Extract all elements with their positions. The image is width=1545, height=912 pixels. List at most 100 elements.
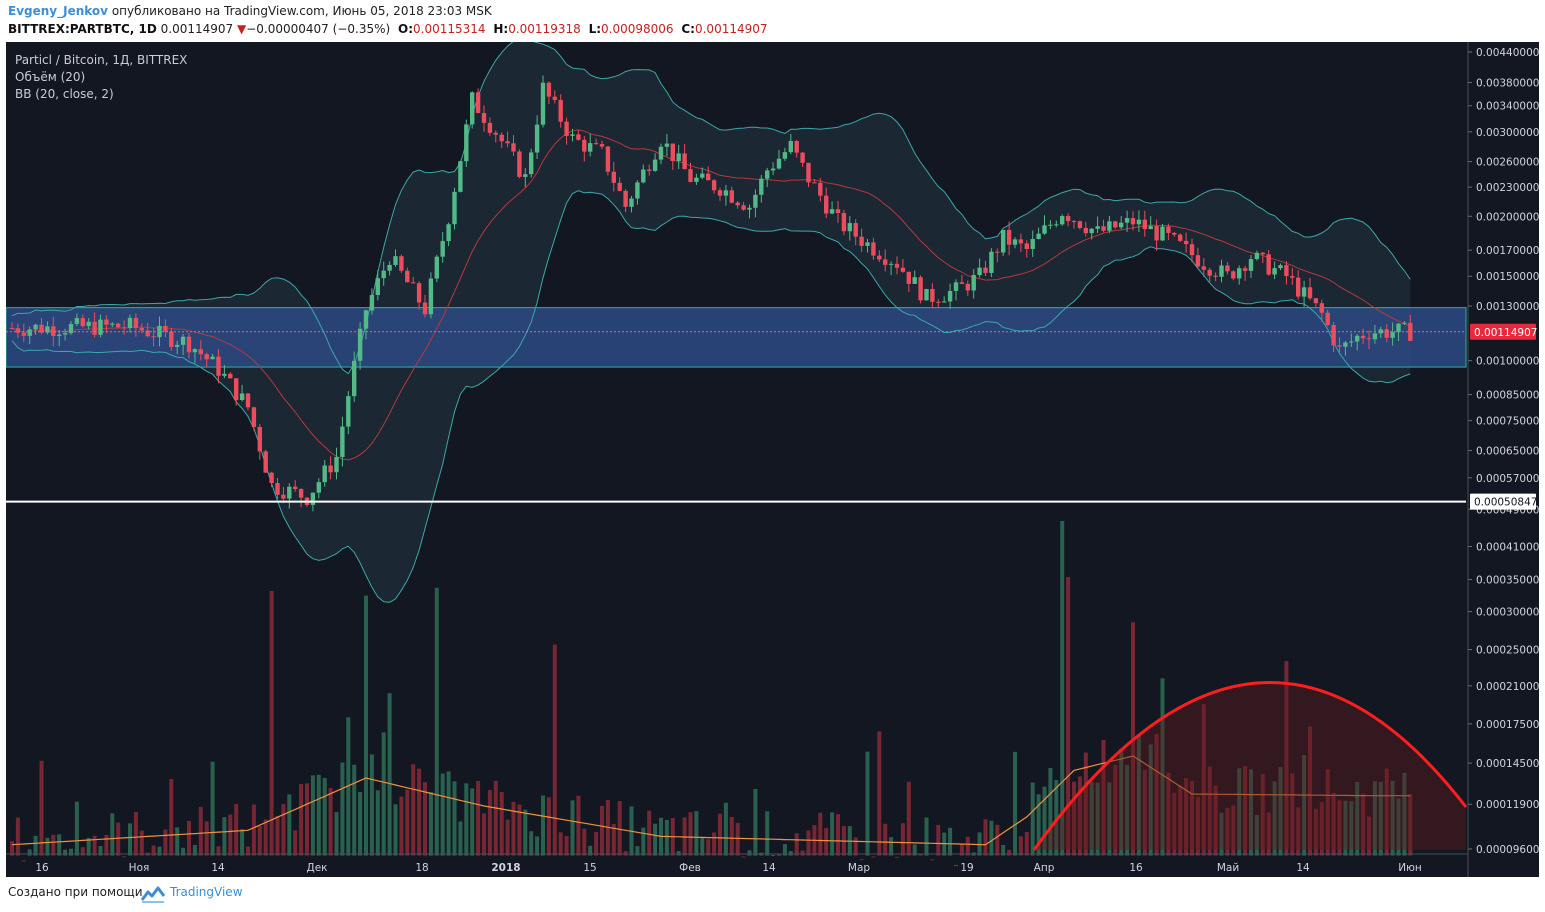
volume-bar (316, 774, 321, 856)
volume-ma-line (11, 755, 1411, 846)
tradingview-link[interactable]: TradingView (170, 885, 243, 899)
candle-body (175, 344, 180, 347)
volume-bar (251, 804, 256, 856)
candle-body (104, 319, 109, 325)
support-zone (6, 307, 1467, 368)
candle-body (1231, 271, 1236, 279)
volume-bar (1225, 807, 1230, 856)
candle-body (735, 202, 740, 206)
y-tick-label: 0.00200000 (1476, 211, 1539, 223)
candle-body (1042, 225, 1047, 234)
volume-bar (358, 791, 363, 856)
candle-body (180, 336, 186, 345)
candle-body (782, 152, 788, 159)
candle-body (239, 393, 245, 401)
volume-bar (529, 831, 534, 856)
candle-body (770, 168, 776, 171)
candle-body (847, 223, 852, 232)
candle-body (257, 426, 262, 452)
candle-body (700, 173, 705, 178)
candle-body (298, 489, 304, 498)
volume-bar (411, 764, 416, 856)
volume-bar (287, 794, 292, 856)
candle-body (971, 275, 976, 291)
volume-bar (1030, 782, 1035, 856)
volume-bar (635, 846, 640, 856)
volume-bar (45, 837, 50, 856)
candle-body (481, 112, 487, 123)
candle-body (1018, 239, 1024, 244)
volume-bar (69, 848, 73, 856)
candle-body (316, 482, 321, 493)
volume-bar (210, 761, 215, 856)
volume-bar (983, 819, 988, 856)
candle-body (440, 241, 445, 257)
volume-bar (741, 856, 746, 858)
volume-bar (192, 844, 197, 856)
candle-body (116, 323, 121, 328)
y-tick-label: 0.00260000 (1476, 157, 1539, 169)
chart-header: Evgeny_Jenkov опубликовано на TradingVie… (0, 0, 1545, 42)
candle-body (788, 140, 793, 153)
candle-body (723, 190, 729, 196)
candle-body (434, 256, 439, 279)
volume-bar (1361, 793, 1366, 856)
volume-bar (688, 812, 693, 856)
candle-body (74, 318, 80, 324)
volume-bar (1408, 794, 1413, 856)
candle-body (228, 373, 233, 379)
candle-body (1006, 229, 1012, 245)
author-link[interactable]: Evgeny_Jenkov (8, 4, 108, 18)
volume-bar (1060, 520, 1065, 856)
current-price-badge: 0.00114907 (1474, 327, 1537, 339)
x-tick-label: 16 (35, 862, 49, 874)
candle-body (1390, 332, 1395, 338)
chart-panel[interactable]: 0.00440000 0.00380000 0.00340000 0.00300000… (6, 42, 1539, 877)
candle-body (564, 121, 569, 136)
volume-bar (322, 777, 327, 856)
candle-body (505, 141, 510, 144)
candle-body (947, 290, 953, 302)
volume-bar (275, 815, 280, 856)
y-tick-label: 0.00017500 (1476, 719, 1539, 731)
volume-bar (452, 781, 457, 856)
volume-bar (723, 802, 728, 856)
volume-bar (647, 810, 652, 856)
x-tick-label: 16 (1129, 862, 1143, 874)
published-text: опубликовано на TradingView.com, Июнь 05… (111, 4, 492, 18)
candle-body (1012, 239, 1018, 245)
candle-body (1360, 335, 1366, 339)
volume-bar (104, 834, 109, 856)
y-tick-label: 0.00041000 (1476, 541, 1539, 553)
candle-body (1071, 221, 1077, 223)
volume-bar (1219, 812, 1224, 856)
volume-bar (1154, 733, 1159, 856)
candle-body (540, 82, 546, 125)
volume-bar (930, 859, 935, 861)
y-tick-label: 0.00035000 (1476, 574, 1539, 586)
volume-bar (257, 826, 262, 856)
low-value: 0.00098006 (601, 22, 674, 36)
volume-bar (175, 827, 180, 856)
candle-body (812, 182, 817, 184)
volume-bar (387, 693, 392, 856)
chart-canvas[interactable]: 0.00440000 0.00380000 0.00340000 0.00300000… (6, 42, 1539, 877)
volume-bar (959, 843, 964, 856)
candle-body (1254, 252, 1260, 260)
candle-body (534, 124, 540, 153)
volume-bar (163, 829, 168, 856)
candle-body (293, 486, 298, 490)
candle-body (186, 336, 192, 353)
volume-bar (1190, 780, 1194, 856)
candle-body (363, 310, 369, 329)
candle-body (487, 122, 493, 133)
volume-bar (1201, 704, 1206, 856)
volume-bar (393, 804, 398, 856)
volume-bar (369, 754, 374, 856)
down-arrow-icon: ▼ (237, 22, 247, 36)
volume-bar (405, 789, 410, 856)
volume-bar (1325, 769, 1330, 856)
volume-bar (340, 762, 345, 856)
volume-bar (281, 804, 286, 856)
volume-bar (458, 821, 463, 856)
